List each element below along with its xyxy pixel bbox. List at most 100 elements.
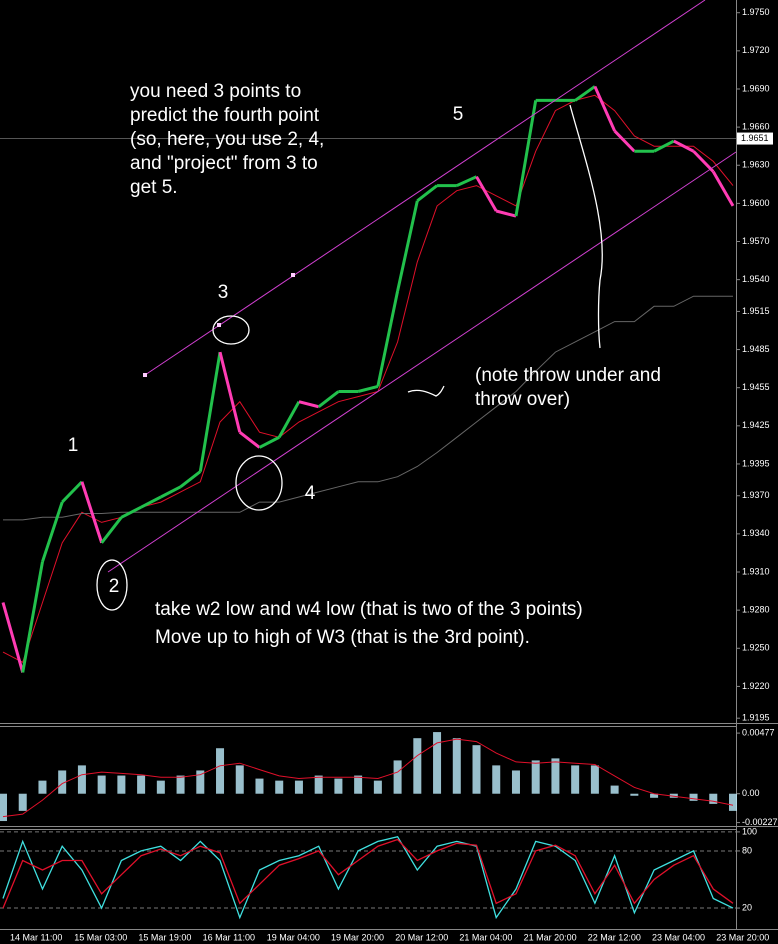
y-tick-label: 100: [742, 826, 757, 836]
y-tick-label: 1.9280: [742, 605, 770, 615]
price-segment: [21, 561, 44, 673]
y-tick-label: 1.9195: [742, 713, 770, 723]
macd-bar: [294, 780, 303, 794]
price-segment: [574, 85, 596, 102]
macd-bar: [334, 778, 343, 794]
circle-w3: [212, 315, 250, 345]
x-tick-label: 19 Mar 04:00: [267, 932, 320, 942]
price-segment: [198, 351, 222, 472]
y-tick-label: 20: [742, 902, 752, 912]
price-segment: [160, 485, 182, 499]
macd-bar: [255, 778, 264, 794]
macd-bar: [511, 770, 520, 794]
price-segment: [396, 200, 419, 292]
hand-arrow: [569, 104, 603, 349]
current-price-label: 1.9651: [741, 133, 769, 143]
price-segment: [140, 495, 162, 509]
x-tick-label: 19 Mar 20:00: [331, 932, 384, 942]
price-segment: [475, 175, 498, 212]
macd-bar: [354, 775, 363, 794]
anchor-point: [217, 323, 221, 327]
x-tick-label: 21 Mar 04:00: [459, 932, 512, 942]
y-tick-label: 1.9630: [742, 160, 770, 170]
price-segment: [514, 100, 538, 217]
channel: [107, 0, 737, 573]
macd-bar: [393, 760, 402, 794]
price-segment: [258, 435, 280, 449]
y-tick-label: 1.9690: [742, 83, 770, 93]
price-segment: [673, 139, 695, 153]
macd-bar: [630, 793, 639, 796]
annotation-line: predict the fourth point: [130, 105, 320, 126]
macd-bar: [156, 780, 165, 794]
y-tick-label: 1.9310: [742, 566, 770, 576]
macd-bar: [18, 793, 27, 811]
annotation-line: and "project" from 3 to: [130, 153, 318, 174]
price-segment: [653, 139, 675, 153]
macd-bar: [689, 793, 698, 801]
macd-bar: [551, 758, 560, 794]
x-tick-label: 22 Mar 12:00: [588, 932, 641, 942]
y-tick-label: 1.9600: [742, 198, 770, 208]
macd-bar: [729, 793, 737, 811]
price-segment: [61, 480, 83, 504]
price-segment: [376, 290, 400, 387]
x-tick-label: 15 Mar 19:00: [138, 932, 191, 942]
macd-bar: [77, 765, 86, 794]
y-tick-label: 1.9515: [742, 306, 770, 316]
price-segment: [120, 505, 142, 519]
price-segment: [692, 150, 715, 173]
lower-trendline: [107, 151, 737, 573]
circle-w4: [235, 455, 283, 511]
stochastic-line: [2, 835, 734, 920]
price-segment: [711, 170, 735, 207]
y-tick-label: 1.9570: [742, 236, 770, 246]
macd-bar: [413, 738, 422, 794]
macd-bar: [314, 775, 323, 794]
upper-trendline: [144, 0, 706, 376]
price-segment: [495, 209, 517, 218]
macd-bar: [58, 770, 67, 794]
macd-bar: [472, 745, 481, 794]
price-segment: [456, 175, 478, 187]
x-tick-label: 16 Mar 11:00: [203, 932, 255, 942]
annotation-line: Move up to high of W3 (that is the 3rd p…: [155, 627, 530, 648]
price-segment: [317, 390, 340, 408]
x-tick-label: 14 Mar 11:00: [10, 932, 62, 942]
annotation-line: throw over): [475, 389, 570, 410]
y-tick-label: 1.9370: [742, 490, 770, 500]
price-segment: [1, 602, 25, 673]
macd-bar: [433, 732, 442, 794]
macd-bar: [275, 780, 284, 794]
macd-bar: [650, 793, 659, 798]
macd-bar: [137, 775, 146, 794]
squiggle: [407, 385, 445, 397]
current-price-box: [737, 132, 773, 145]
annotation-line: take w2 low and w4 low (that is two of t…: [155, 599, 583, 620]
price-segment: [80, 481, 104, 544]
macd-bar: [571, 765, 580, 794]
wave-label: 4: [305, 483, 316, 504]
macd-bar: [117, 775, 126, 794]
annotation-line: (note throw under and: [475, 365, 661, 386]
price-segment: [613, 129, 636, 153]
price-segment: [357, 384, 379, 393]
macd-bar: [669, 793, 678, 798]
x-tick-label: 23 Mar 04:00: [652, 932, 705, 942]
y-tick-label: 1.9220: [742, 681, 770, 691]
macd-bar: [590, 765, 599, 794]
price-segment: [41, 501, 64, 563]
plot-area: 1.9750 1.9720 1.9690 1.9660 1.9630 1.9600 1.95…: [0, 7, 778, 942]
price-segment: [218, 351, 242, 433]
y-tick-label: 1.9340: [742, 528, 770, 538]
macd-bar: [373, 780, 382, 794]
stochastic-line: [2, 838, 734, 909]
wave-label: 2: [109, 576, 120, 597]
wave-label: 5: [453, 104, 464, 125]
y-tick-label: 1.9395: [742, 458, 770, 468]
anchor-point: [143, 373, 147, 377]
macd-bar: [452, 738, 461, 794]
x-tick-label: 15 Mar 03:00: [74, 932, 127, 942]
